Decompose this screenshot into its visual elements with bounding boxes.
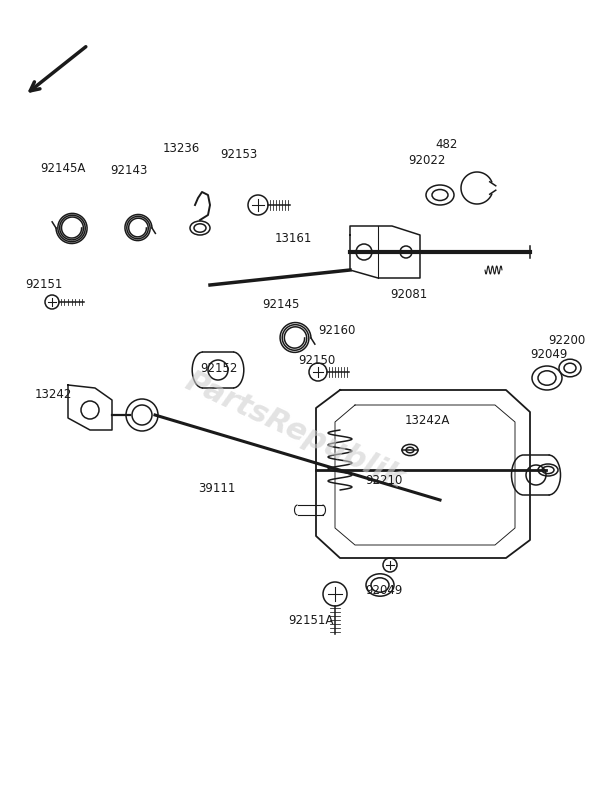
Text: 92153: 92153 <box>220 149 257 161</box>
Text: 39111: 39111 <box>198 482 236 495</box>
Text: 92081: 92081 <box>390 288 427 301</box>
Text: 92145: 92145 <box>262 299 299 312</box>
Text: 92160: 92160 <box>318 324 355 336</box>
Text: 13236: 13236 <box>163 141 200 154</box>
Text: 92151: 92151 <box>25 279 62 292</box>
Text: 92151A: 92151A <box>288 614 333 626</box>
Text: 92022: 92022 <box>408 153 445 166</box>
Text: 92143: 92143 <box>110 164 147 177</box>
Text: 92150: 92150 <box>298 353 335 367</box>
Text: 92152: 92152 <box>200 361 237 375</box>
Text: 13242: 13242 <box>35 388 72 402</box>
Text: 92200: 92200 <box>548 333 585 347</box>
Text: 92049: 92049 <box>530 348 567 361</box>
Text: 92049: 92049 <box>365 583 402 597</box>
Text: PartsRepublik: PartsRepublik <box>180 367 408 494</box>
Text: 13161: 13161 <box>275 232 312 244</box>
Text: 92210: 92210 <box>365 474 402 487</box>
Text: 482: 482 <box>435 138 458 152</box>
Text: 13242A: 13242A <box>405 414 451 427</box>
Text: 92145A: 92145A <box>40 161 85 174</box>
